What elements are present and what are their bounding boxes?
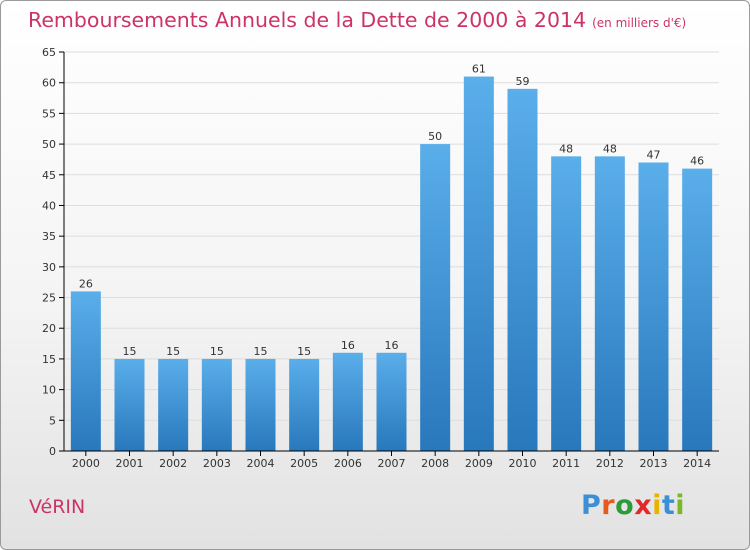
data-label: 15 bbox=[166, 345, 180, 358]
y-tick-label: 10 bbox=[42, 384, 56, 397]
x-tick-label: 2013 bbox=[640, 457, 668, 470]
data-label: 46 bbox=[690, 155, 704, 168]
y-tick-label: 15 bbox=[42, 353, 56, 366]
data-label: 59 bbox=[516, 75, 530, 88]
chart-title-text: Remboursements Annuels de la Dette de 20… bbox=[28, 8, 587, 32]
logo-letter: r bbox=[601, 490, 616, 521]
bar bbox=[70, 291, 101, 451]
commune-name: VéRIN bbox=[29, 496, 86, 518]
x-tick-label: 2010 bbox=[509, 457, 537, 470]
y-tick-label: 25 bbox=[42, 292, 56, 305]
data-label: 47 bbox=[647, 148, 661, 161]
bar bbox=[551, 156, 582, 451]
chart-title: Remboursements Annuels de la Dette de 20… bbox=[28, 8, 686, 32]
data-label: 16 bbox=[385, 339, 399, 352]
y-tick-label: 20 bbox=[42, 322, 56, 335]
y-tick-label: 50 bbox=[42, 138, 56, 151]
bar bbox=[245, 358, 276, 451]
bars bbox=[70, 76, 713, 452]
x-tick-label: 2012 bbox=[596, 457, 624, 470]
bar bbox=[201, 358, 232, 451]
x-tick-label: 2001 bbox=[116, 457, 144, 470]
data-labels: 26 15 15 15 15 15 16 16 50 61 59 48 48 47 46 bbox=[79, 63, 704, 358]
bar bbox=[420, 144, 451, 452]
data-label: 15 bbox=[123, 345, 137, 358]
logo-letter: P bbox=[581, 490, 602, 521]
bar bbox=[376, 352, 407, 451]
x-tick-label: 2000 bbox=[72, 457, 100, 470]
data-label: 61 bbox=[472, 63, 486, 76]
data-label: 26 bbox=[79, 277, 93, 290]
data-label: 15 bbox=[297, 345, 311, 358]
logo-letter: o bbox=[615, 490, 635, 521]
x-tick-label: 2002 bbox=[159, 457, 187, 470]
bar bbox=[594, 156, 625, 451]
bar bbox=[507, 88, 538, 451]
chart-unit: (en milliers d'€) bbox=[592, 16, 687, 30]
logo-letter: i bbox=[675, 490, 686, 521]
data-label: 15 bbox=[254, 345, 268, 358]
bar bbox=[289, 358, 320, 451]
bar bbox=[638, 162, 669, 451]
x-tick-label: 2014 bbox=[683, 457, 711, 470]
y-tick-label: 35 bbox=[42, 230, 56, 243]
bar bbox=[682, 168, 713, 451]
logo-letter: t bbox=[661, 490, 676, 521]
x-tick-label: 2011 bbox=[552, 457, 580, 470]
data-label: 15 bbox=[210, 345, 224, 358]
data-label: 48 bbox=[603, 142, 617, 155]
y-tick-label: 5 bbox=[49, 414, 56, 427]
x-tick-label: 2009 bbox=[465, 457, 493, 470]
proxiti-logo: Proxiti bbox=[581, 490, 685, 521]
bar bbox=[332, 352, 363, 451]
logo-letter: x bbox=[634, 490, 653, 521]
y-tick-label: 60 bbox=[42, 77, 56, 90]
data-label: 16 bbox=[341, 339, 355, 352]
y-tick-label: 45 bbox=[42, 169, 56, 182]
bar bbox=[114, 358, 145, 451]
y-tick-label: 40 bbox=[42, 199, 56, 212]
data-label: 50 bbox=[428, 130, 442, 143]
x-tick-label: 2007 bbox=[378, 457, 406, 470]
axes: 0 5 10 15 20 25 30 35 40 45 50 55 60 65 2000 2001 2002 20… bbox=[42, 46, 719, 470]
y-tick-label: 65 bbox=[42, 46, 56, 59]
bar bbox=[158, 358, 189, 451]
y-tick-label: 55 bbox=[42, 107, 56, 120]
y-tick-label: 0 bbox=[49, 445, 56, 458]
y-tick-label: 30 bbox=[42, 261, 56, 274]
x-tick-label: 2003 bbox=[203, 457, 231, 470]
x-tick-label: 2004 bbox=[247, 457, 275, 470]
x-tick-label: 2005 bbox=[290, 457, 318, 470]
logo-letter: i bbox=[652, 490, 662, 521]
x-tick-label: 2006 bbox=[334, 457, 362, 470]
x-tick-label: 2008 bbox=[421, 457, 449, 470]
data-label: 48 bbox=[559, 142, 573, 155]
bar bbox=[463, 76, 494, 452]
